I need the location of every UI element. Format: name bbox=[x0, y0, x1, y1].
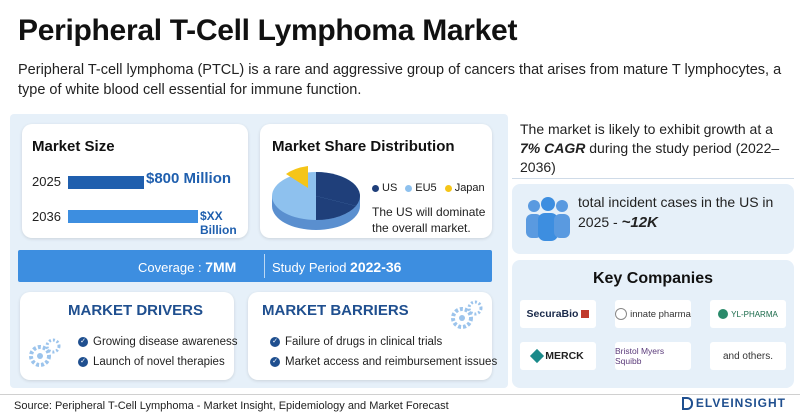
gears-icon bbox=[29, 338, 61, 367]
driver-item-label: Launch of novel therapies bbox=[93, 356, 225, 368]
market-size-value-2036: $XX Billion bbox=[200, 209, 237, 237]
logo-mark-icon bbox=[581, 310, 590, 318]
coverage-label: Coverage : bbox=[138, 260, 206, 275]
incident-cases-value: ~12K bbox=[621, 214, 658, 231]
check-icon: ✓ bbox=[270, 357, 280, 367]
barrier-item-label: Failure of drugs in clinical trials bbox=[285, 336, 443, 348]
legend-label-us: US bbox=[382, 182, 398, 194]
legend-dot-icon bbox=[444, 184, 452, 192]
market-share-note: The US will dominate the overall market. bbox=[372, 205, 486, 235]
key-companies-box: Key Companies SecuraBio innate pharma YL… bbox=[512, 260, 794, 388]
brand-logo: ELVEINSIGHT bbox=[681, 396, 786, 410]
coverage-band: Coverage : 7MM Study Period 2022-36 bbox=[18, 250, 492, 282]
company-logo-others: and others. bbox=[710, 342, 786, 370]
market-share-card: Market Share Distribution US EU5 Japan T… bbox=[260, 124, 492, 238]
brand-d-icon bbox=[681, 396, 693, 410]
market-size-bar-2036 bbox=[68, 210, 198, 223]
driver-item: ✓ Launch of novel therapies bbox=[78, 356, 225, 368]
company-logo-securabio: SecuraBio bbox=[520, 300, 596, 328]
right-panel: The market is likely to exhibit growth a… bbox=[512, 114, 794, 388]
legend-dot-icon bbox=[405, 184, 413, 192]
company-name: innate pharma bbox=[630, 308, 691, 320]
footer-divider bbox=[0, 394, 800, 395]
check-icon: ✓ bbox=[78, 357, 88, 367]
company-name: YL-PHARMA bbox=[731, 309, 778, 319]
coverage-divider bbox=[264, 254, 265, 278]
company-name: SecuraBio bbox=[526, 308, 579, 320]
incident-cases-text: total incident cases in the US in 2025 -… bbox=[578, 192, 788, 233]
legend-dot-icon bbox=[372, 184, 379, 192]
market-barriers-card: MARKET BARRIERS ✓ Failure of drugs in cli… bbox=[248, 292, 497, 380]
company-logo-bms: Bristol Myers Squibb bbox=[615, 342, 691, 370]
company-logo-merck: MERCK bbox=[520, 342, 596, 370]
driver-item: ✓ Growing disease awareness bbox=[78, 336, 237, 348]
market-share-pie-icon bbox=[272, 166, 361, 230]
company-logo-yl-pharma: YL-PHARMA bbox=[710, 300, 786, 328]
legend-item-eu5: EU5 bbox=[405, 182, 437, 194]
company-name: and others. bbox=[722, 350, 774, 362]
market-share-title: Market Share Distribution bbox=[272, 138, 455, 155]
barrier-item: ✓ Market access and reimbursement issues bbox=[270, 356, 497, 368]
study-period-label: Study Period bbox=[272, 260, 351, 275]
company-logo-innate-pharma: innate pharma bbox=[615, 300, 691, 328]
left-panel: Market Size 2025 $800 Million 2036 $XX B… bbox=[10, 114, 508, 388]
barrier-item: ✓ Failure of drugs in clinical trials bbox=[270, 336, 442, 348]
check-icon: ✓ bbox=[270, 337, 280, 347]
legend-item-us: US bbox=[372, 182, 397, 194]
coverage-info: Coverage : 7MM bbox=[138, 259, 236, 275]
growth-statement: The market is likely to exhibit growth a… bbox=[520, 120, 782, 177]
key-companies-title: Key Companies bbox=[592, 270, 714, 287]
source-text: Source: Peripheral T-Cell Lymphoma - Mar… bbox=[14, 400, 449, 412]
coverage-value: 7MM bbox=[205, 259, 237, 275]
driver-item-label: Growing disease awareness bbox=[93, 336, 238, 348]
market-size-year-2036: 2036 bbox=[32, 209, 61, 224]
legend-label-japan: Japan bbox=[454, 182, 485, 194]
market-share-legend: US EU5 Japan bbox=[372, 182, 485, 194]
gears-icon bbox=[451, 300, 483, 329]
logo-mark-icon bbox=[718, 309, 729, 319]
market-size-value-2025: $800 Million bbox=[146, 170, 232, 187]
page-title: Peripheral T-Cell Lymphoma Market bbox=[18, 14, 518, 47]
growth-text-before: The market is likely to exhibit growth a… bbox=[520, 121, 773, 137]
growth-cagr: 7% CAGR bbox=[520, 140, 586, 156]
legend-label-eu5: EU5 bbox=[415, 182, 437, 194]
growth-text-after: during the study period (2022–2036) bbox=[520, 140, 780, 175]
market-drivers-card: MARKET DRIVERS ✓ Growing disease awarenes… bbox=[20, 292, 237, 380]
logo-mark-icon bbox=[615, 308, 628, 320]
incident-cases-label: total incident cases in the US in 2025 - bbox=[578, 194, 774, 230]
market-barriers-title: MARKET BARRIERS bbox=[262, 302, 409, 319]
legend-item-japan: Japan bbox=[444, 182, 485, 194]
brand-name: ELVEINSIGHT bbox=[695, 396, 786, 410]
market-size-card: Market Size 2025 $800 Million 2036 $XX B… bbox=[22, 124, 248, 238]
company-name: Bristol Myers Squibb bbox=[615, 346, 665, 366]
incident-cases-box: total incident cases in the US in 2025 -… bbox=[512, 184, 794, 254]
study-period-info: Study Period 2022-36 bbox=[272, 259, 401, 275]
check-icon: ✓ bbox=[78, 337, 88, 347]
market-drivers-title: MARKET DRIVERS bbox=[68, 302, 204, 319]
market-size-title: Market Size bbox=[32, 138, 115, 155]
market-size-bar-2025 bbox=[68, 176, 144, 189]
barrier-item-label: Market access and reimbursement issues bbox=[285, 356, 498, 368]
people-icon bbox=[526, 197, 570, 241]
divider bbox=[512, 178, 794, 179]
study-period-value: 2022-36 bbox=[350, 259, 402, 275]
company-name: MERCK bbox=[545, 350, 584, 362]
logo-mark-icon bbox=[530, 348, 545, 364]
page-subtitle: Peripheral T-cell lymphoma (PTCL) is a r… bbox=[18, 62, 782, 98]
market-size-year-2025: 2025 bbox=[32, 174, 61, 189]
